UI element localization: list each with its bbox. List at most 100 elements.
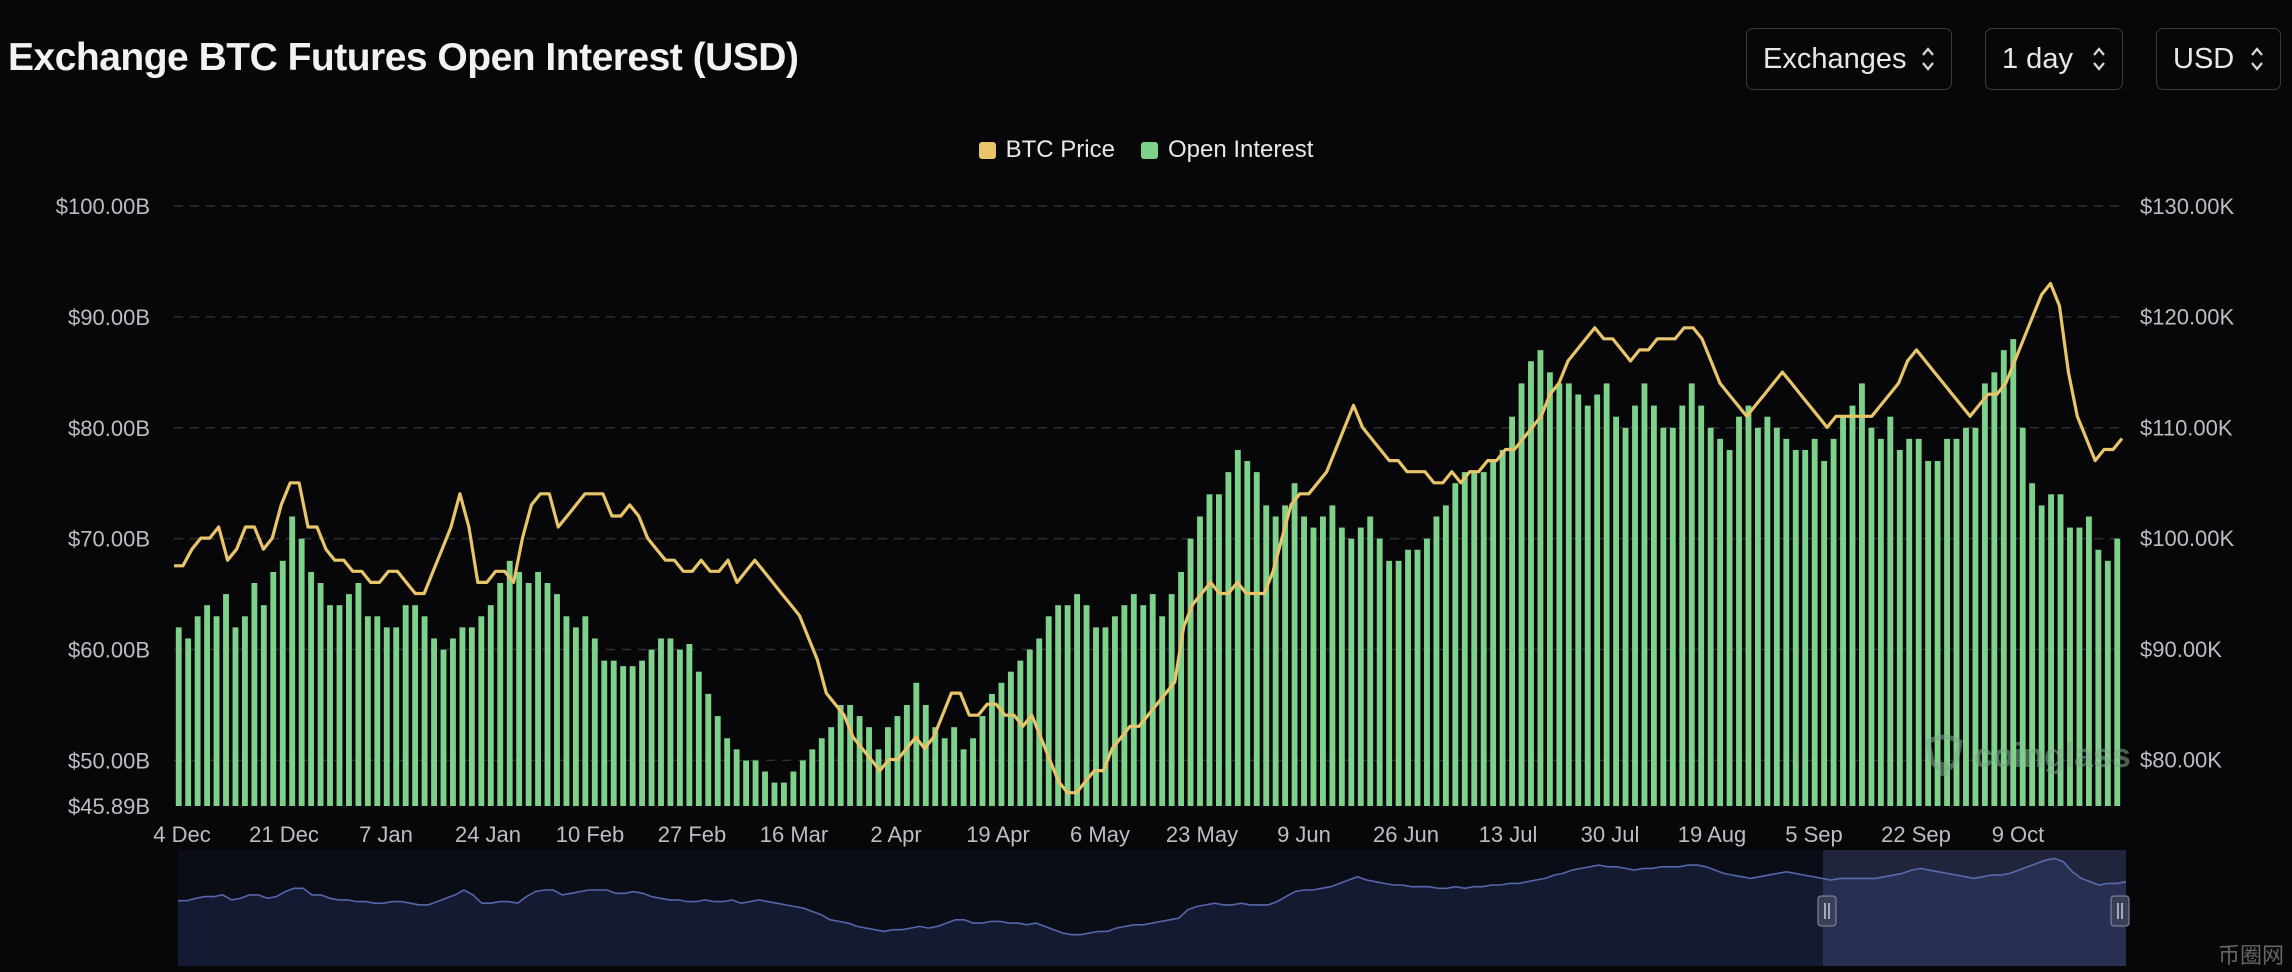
oi-bar bbox=[1017, 660, 1024, 806]
oi-bar bbox=[1934, 461, 1941, 806]
chart-legend: BTC Price Open Interest bbox=[0, 136, 2292, 164]
oi-bar bbox=[1357, 527, 1364, 806]
oi-bar bbox=[383, 627, 390, 806]
oi-bar bbox=[1518, 383, 1525, 806]
x-tick-label: 27 Feb bbox=[658, 822, 727, 847]
oi-bar bbox=[185, 638, 192, 806]
navigator-handle[interactable] bbox=[2110, 895, 2130, 927]
oi-bar bbox=[1764, 416, 1771, 806]
oi-bar bbox=[260, 605, 267, 806]
oi-bar bbox=[714, 716, 721, 806]
oi-bar bbox=[639, 660, 646, 806]
oi-bar bbox=[450, 638, 456, 806]
oi-bar bbox=[743, 760, 750, 806]
oi-bar bbox=[1849, 405, 1856, 806]
exchanges-select[interactable]: Exchanges bbox=[1746, 28, 1952, 90]
oi-bar bbox=[828, 727, 835, 806]
oi-bar bbox=[497, 583, 504, 806]
oi-bar bbox=[1461, 472, 1468, 806]
oi-bar bbox=[2029, 483, 2036, 806]
oi-bar bbox=[1584, 405, 1591, 806]
x-axis: 4 Dec 21 Dec 7 Jan 24 Jan 10 Feb 27 Feb 16 Mar… bbox=[153, 822, 2044, 847]
oi-bar bbox=[1395, 560, 1402, 806]
oi-bar bbox=[1944, 438, 1950, 806]
legend-label-oi: Open Interest bbox=[1167, 136, 1314, 163]
oi-bar bbox=[1802, 449, 1809, 806]
oi-bar bbox=[629, 666, 636, 806]
oi-bar bbox=[1234, 449, 1241, 806]
oi-bar bbox=[847, 704, 854, 806]
oi-bar bbox=[1896, 449, 1903, 806]
oi-bar bbox=[572, 627, 579, 806]
navigator-area bbox=[178, 858, 2126, 966]
legend-swatch-oi bbox=[1140, 141, 1158, 159]
oi-bar bbox=[1367, 516, 1374, 806]
oi-bar bbox=[468, 627, 475, 806]
oi-bar bbox=[1688, 383, 1695, 806]
oi-bar bbox=[1282, 505, 1289, 806]
oi-bar bbox=[1206, 494, 1213, 806]
coinglass-logo-icon bbox=[1925, 734, 1963, 776]
oi-bar bbox=[1613, 416, 1620, 806]
oi-bar bbox=[336, 605, 343, 806]
legend-item-btc-price[interactable]: BTC Price bbox=[978, 136, 1115, 164]
oi-bar bbox=[1026, 649, 1033, 806]
oi-bar bbox=[695, 671, 702, 806]
page-title: Exchange BTC Futures Open Interest (USD) bbox=[8, 36, 799, 79]
oi-bar bbox=[781, 782, 787, 806]
oi-bar bbox=[2114, 538, 2121, 806]
oi-bar bbox=[771, 782, 778, 806]
x-tick-label: 4 Dec bbox=[153, 822, 210, 847]
btc-price-line bbox=[174, 281, 2124, 795]
oi-bar bbox=[251, 583, 258, 806]
oi-bar bbox=[1064, 605, 1071, 806]
oi-bar bbox=[525, 583, 532, 806]
oi-bar bbox=[516, 571, 523, 806]
oi-bar bbox=[1215, 494, 1222, 806]
oi-bar bbox=[885, 727, 891, 806]
oi-bar bbox=[1783, 438, 1790, 806]
oi-bar bbox=[478, 616, 485, 806]
oi-bar bbox=[1868, 427, 1875, 806]
oi-bar bbox=[1301, 516, 1307, 806]
oi-bar bbox=[298, 538, 305, 806]
oi-bar bbox=[1159, 616, 1166, 806]
oi-bar bbox=[1424, 538, 1430, 806]
x-tick-label: 9 Jun bbox=[1277, 822, 1331, 847]
oi-bar bbox=[856, 716, 863, 806]
oi-bar bbox=[676, 649, 683, 806]
x-tick-label: 24 Jan bbox=[455, 822, 521, 847]
chevron-updown-icon bbox=[2078, 45, 2106, 73]
oi-bar bbox=[2067, 527, 2073, 806]
navigator-handle[interactable] bbox=[1817, 895, 1837, 927]
oi-bar bbox=[1055, 605, 1062, 806]
oi-bar bbox=[1111, 616, 1118, 806]
oi-bar bbox=[1244, 461, 1251, 806]
oi-bar bbox=[1310, 527, 1317, 806]
interval-select[interactable]: 1 day bbox=[1985, 28, 2123, 90]
legend-swatch-price bbox=[978, 141, 996, 159]
y-right-tick-label: $130.00K bbox=[2140, 194, 2235, 219]
oi-bar bbox=[1253, 472, 1260, 806]
oi-bar bbox=[563, 616, 570, 806]
y-right-tick-label: $100.00K bbox=[2140, 526, 2235, 551]
x-tick-label: 2 Apr bbox=[870, 822, 921, 847]
x-tick-label: 5 Sep bbox=[1785, 822, 1843, 847]
oi-bar bbox=[1726, 449, 1733, 806]
oi-bar bbox=[1745, 405, 1752, 806]
oi-bar bbox=[554, 594, 560, 806]
oi-bar bbox=[1811, 438, 1818, 806]
currency-select[interactable]: USD bbox=[2156, 28, 2281, 90]
oi-bar bbox=[440, 649, 447, 806]
oi-bar bbox=[620, 666, 627, 806]
oi-bar bbox=[733, 749, 740, 806]
oi-bar bbox=[1650, 405, 1657, 806]
y-left-tick-label: $100.00B bbox=[56, 194, 150, 219]
exchanges-select-label: Exchanges bbox=[1763, 42, 1907, 75]
oi-bar bbox=[2038, 505, 2045, 806]
legend-item-open-interest[interactable]: Open Interest bbox=[1140, 136, 1314, 164]
oi-bar bbox=[364, 616, 371, 806]
oi-bar bbox=[998, 682, 1005, 806]
oi-bar bbox=[2000, 350, 2007, 806]
